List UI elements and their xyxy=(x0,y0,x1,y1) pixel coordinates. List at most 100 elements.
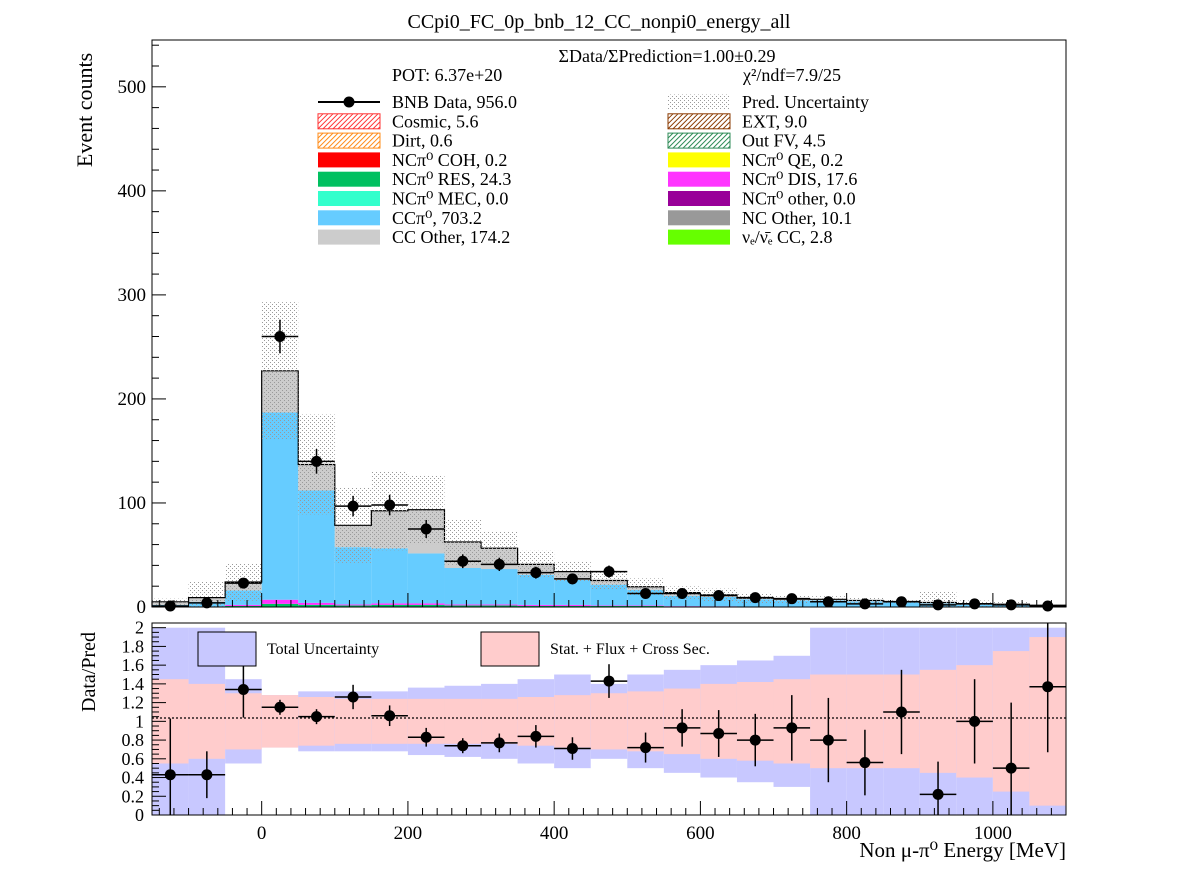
legend-entry: Out FV, 4.5 xyxy=(667,131,826,151)
legend-hatch-line xyxy=(317,132,334,149)
ratio-point xyxy=(517,725,555,748)
ratio-y-tick-label: 1.6 xyxy=(122,655,145,675)
legend-label: NCπ⁰ DIS, 17.6 xyxy=(742,169,857,189)
ratio-marker xyxy=(676,722,688,734)
data-marker xyxy=(201,597,213,609)
ratio-legend-swatch xyxy=(197,631,257,667)
y-tick-label: 100 xyxy=(118,493,147,514)
legend-hatch-line xyxy=(727,145,731,149)
legend-hatch-line xyxy=(722,140,731,149)
y-tick-label: 400 xyxy=(118,181,147,202)
x-axis-label: Non μ-π⁰ Energy [MeV] xyxy=(859,838,1066,862)
ratio-point xyxy=(956,679,993,764)
stack-bar xyxy=(298,602,335,605)
legend-hatch-line xyxy=(372,140,381,149)
legend-swatch xyxy=(318,210,380,226)
stack-bar xyxy=(700,596,737,607)
stack-bar xyxy=(627,605,664,606)
stack-bar xyxy=(627,605,664,607)
legend-label: NCπ⁰ QE, 0.2 xyxy=(742,150,843,170)
x-tick-label: 0 xyxy=(257,823,267,844)
ratio-point xyxy=(919,761,957,815)
stack-bar xyxy=(334,605,372,607)
stack-bar xyxy=(407,603,445,605)
legend-hatch-line xyxy=(327,113,344,130)
stack-bar xyxy=(481,605,518,607)
ratio-point xyxy=(554,737,591,760)
legend-hatch-line xyxy=(707,113,724,130)
legend-label: Cosmic, 5.6 xyxy=(392,111,479,131)
legend-hatch-line xyxy=(342,132,359,149)
legend-hatch-swatch xyxy=(317,113,381,130)
legend-hatch-line xyxy=(317,132,324,139)
legend-hatch-swatch xyxy=(667,113,731,130)
data-marker xyxy=(237,577,249,589)
legend-hatch-line xyxy=(317,113,334,130)
legend-hatch-line xyxy=(337,113,354,130)
data-point xyxy=(371,494,408,516)
legend-hatch-line xyxy=(667,113,679,125)
data-marker xyxy=(749,592,761,604)
data-point xyxy=(298,449,335,474)
data-point xyxy=(627,587,664,599)
legend-hatch-line xyxy=(682,132,699,149)
ratio-marker xyxy=(311,711,323,723)
legend-hatch-line xyxy=(677,132,694,149)
legend-hatch-line xyxy=(377,126,381,130)
legend-entry: CCπ⁰, 703.2 xyxy=(318,208,482,228)
data-point xyxy=(883,596,920,608)
legend-hatch-line xyxy=(687,132,704,149)
stat-flux-xsec-band xyxy=(444,698,482,744)
ratio-point xyxy=(298,709,335,725)
data-point xyxy=(517,566,555,579)
ratio-marker xyxy=(640,742,652,754)
x-tick-label: 600 xyxy=(686,823,715,844)
legend-hatch-line xyxy=(672,113,689,130)
legend-hatch-line xyxy=(697,132,714,149)
ratio-marker xyxy=(713,728,725,740)
stack-bar xyxy=(225,605,262,607)
data-marker xyxy=(530,567,542,579)
ratio-legend-swatch xyxy=(480,631,540,667)
ratio-point xyxy=(481,733,518,753)
legend-hatch-line xyxy=(372,121,381,130)
stack-bar xyxy=(444,604,482,606)
data-point xyxy=(700,590,737,602)
legend-hatch-line xyxy=(702,113,719,130)
legend-hatch-line xyxy=(707,132,724,149)
chart-title: CCpi0_FC_0p_bnb_12_CC_nonpi0_energy_all xyxy=(408,11,791,33)
legend-hatch-line xyxy=(347,132,364,149)
legend-swatch xyxy=(318,171,380,187)
stack-bar xyxy=(371,604,408,607)
pred-uncertainty-band xyxy=(554,561,591,583)
ratio-marker xyxy=(493,737,505,749)
legend-hatch-line xyxy=(667,113,674,120)
data-point xyxy=(736,592,774,604)
data-marker xyxy=(384,499,396,511)
ratio-y-tick-label: 0.6 xyxy=(122,749,145,769)
y-tick-label: 300 xyxy=(118,285,147,306)
legend-swatch xyxy=(668,191,730,206)
data-marker xyxy=(493,558,505,570)
ratio-y-tick-label: 1 xyxy=(135,711,144,731)
ratio-panel: 00.20.40.60.811.21.41.61.82 0 200 400 600 80… xyxy=(78,618,1067,862)
data-point xyxy=(663,587,701,599)
legend-hatch-line xyxy=(692,132,709,149)
data-marker xyxy=(895,596,907,608)
pred-uncertainty-band xyxy=(919,591,957,607)
stack-bar xyxy=(371,548,408,604)
ratio-marker xyxy=(420,731,432,743)
main-ylabel: Event counts xyxy=(72,53,97,167)
ratio-point xyxy=(444,738,482,754)
legend-swatch xyxy=(668,210,730,226)
legend-label: NC Other, 10.1 xyxy=(742,208,852,228)
stat-flux-xsec-band xyxy=(590,693,628,750)
ratio-marker xyxy=(603,675,615,687)
main-panel: 0 100 200 300 400 500 Event counts ΣData/ΣPre… xyxy=(72,39,1067,618)
legend-label: Out FV, 4.5 xyxy=(742,131,826,151)
legend-entry: NCπ⁰ MEC, 0.0 xyxy=(318,189,508,209)
ratio-y-tick-label: 0 xyxy=(135,805,144,825)
data-marker xyxy=(1005,599,1017,611)
data-point xyxy=(992,599,1030,611)
data-marker xyxy=(603,566,615,578)
